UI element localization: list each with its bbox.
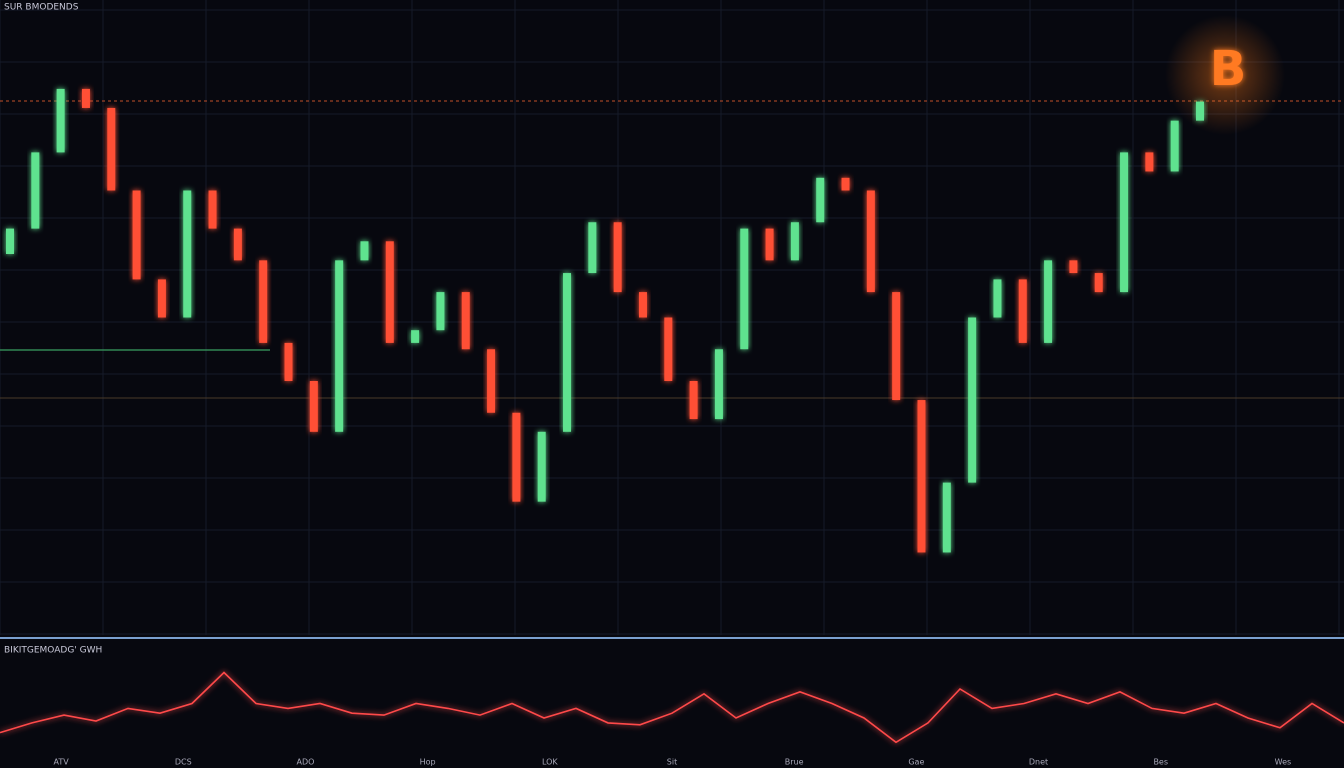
candle-body xyxy=(1196,101,1204,121)
candle-body xyxy=(1018,279,1027,343)
candle-body xyxy=(335,260,344,432)
panel-title: BIKITGEMOADG' GWH xyxy=(4,646,102,656)
candle-body xyxy=(107,107,116,191)
indicator-line xyxy=(0,671,1344,744)
candle-body xyxy=(993,279,1002,318)
candle-body xyxy=(132,190,141,280)
candle-body xyxy=(537,431,546,502)
candle-body xyxy=(1069,260,1078,274)
candle-body xyxy=(487,349,496,413)
candle-body xyxy=(664,317,673,381)
candle-body xyxy=(31,152,40,229)
candle-body xyxy=(233,228,242,261)
candle-body xyxy=(689,381,698,420)
logo: B xyxy=(1210,41,1247,97)
candle-body xyxy=(563,273,572,432)
candle-body xyxy=(183,190,192,318)
candle-body xyxy=(638,292,647,318)
candle-body xyxy=(765,228,774,261)
candles xyxy=(6,38,1204,629)
candle-body xyxy=(411,330,420,343)
candle-body xyxy=(436,292,445,331)
candle-body xyxy=(588,222,597,274)
x-tick-label: Wes xyxy=(1275,758,1292,767)
x-tick-label: Gae xyxy=(908,758,924,767)
candle-body xyxy=(1170,120,1179,172)
candle-body xyxy=(841,177,850,191)
candle-body xyxy=(816,177,825,223)
candle-body xyxy=(942,482,951,553)
candle-body xyxy=(1120,152,1129,293)
indicator: ATV DCS ADO Hop LOK Sit Brue Gae Dnet Bes Wes xyxy=(0,671,1344,767)
x-tick-label: DCS xyxy=(175,758,192,767)
candle-body xyxy=(1094,273,1103,293)
candle-body xyxy=(385,241,394,343)
candle-body xyxy=(892,292,901,401)
candle-body xyxy=(157,279,166,318)
x-tick-label: Dnet xyxy=(1029,758,1048,767)
candle-body xyxy=(259,260,268,343)
candle-body xyxy=(284,342,293,381)
logo-glow xyxy=(1165,15,1285,135)
candle-body xyxy=(208,190,217,229)
candle-body xyxy=(917,400,926,553)
candle-body xyxy=(461,292,470,350)
chart-title: SUR BMODENDS xyxy=(4,3,79,13)
x-tick-label: ADO xyxy=(296,758,314,767)
candle-body xyxy=(613,222,622,293)
candle-body xyxy=(740,228,749,350)
candle-body xyxy=(56,88,65,153)
candle-body xyxy=(360,241,369,261)
candle-body xyxy=(512,412,521,502)
candle-body xyxy=(968,317,977,483)
x-tick-label: Sit xyxy=(667,758,677,767)
candle-body xyxy=(81,88,90,108)
candle-body xyxy=(1145,152,1154,172)
candle-body xyxy=(866,190,875,293)
candle-body xyxy=(1044,260,1053,343)
candle-body xyxy=(309,381,318,432)
candle-body xyxy=(714,349,723,420)
x-tick-label: LOK xyxy=(542,758,558,767)
x-tick-label: Bes xyxy=(1153,758,1168,767)
x-tick-label: Brue xyxy=(785,758,804,767)
x-tick-label: Hop xyxy=(420,758,436,767)
candle-body xyxy=(790,222,799,261)
x-tick-label: ATV xyxy=(53,758,69,767)
candle-body xyxy=(6,228,14,254)
